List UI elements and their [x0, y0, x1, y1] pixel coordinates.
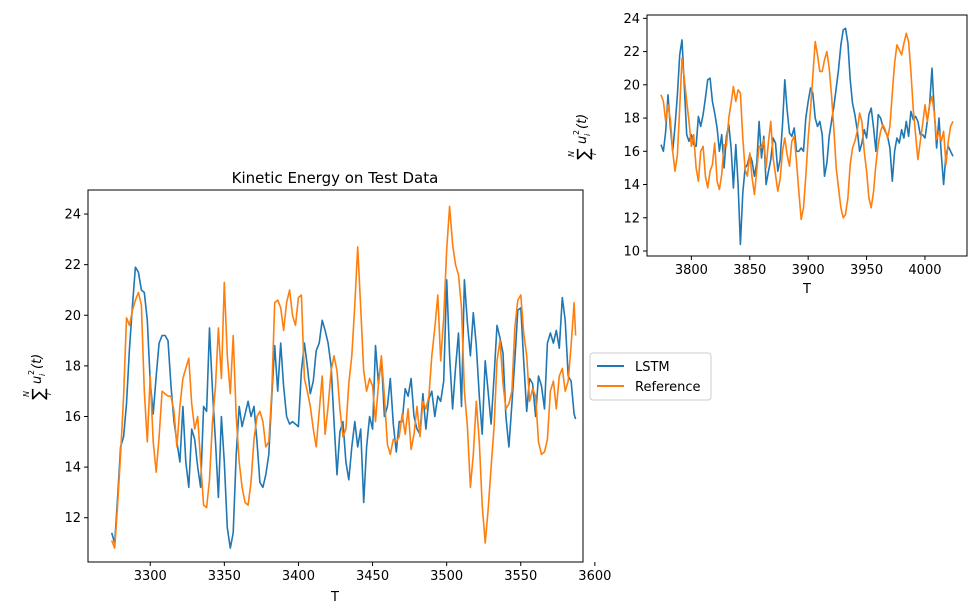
inset-y-tick-label: 12 — [623, 211, 640, 226]
main-y-tick-label: 12 — [64, 511, 81, 526]
inset-x-tick-label: 4000 — [908, 263, 941, 278]
inset-x-tick-label: 3800 — [675, 263, 708, 278]
main-x-tick-label: 3300 — [134, 569, 167, 584]
main-x-tick-label: 3400 — [282, 569, 315, 584]
main-y-tick-label: 20 — [64, 309, 81, 324]
inset-y-label-sum-sign: ∑ — [574, 148, 594, 160]
inset-y-label-sum-top: N — [567, 151, 576, 157]
inset-y-tick-label: 16 — [623, 145, 640, 160]
main-y-label-sum-bottom: i — [44, 392, 53, 395]
legend-frame — [589, 352, 712, 401]
main-y-label-u: u — [30, 376, 45, 384]
main-y-tick-label: 24 — [64, 208, 81, 223]
inset-y-tick-label: 22 — [623, 45, 640, 60]
inset-y-label-sum-bottom: i — [589, 152, 598, 155]
main-chart: Kinetic Energy on Test Data 3300 3350 3400… — [22, 169, 611, 605]
main-y-label-sum-top: N — [22, 391, 31, 397]
inset-series-line-reference — [660, 32, 954, 221]
main-x-tick-label: 3550 — [504, 569, 537, 584]
inset-y-label-arg: (t) — [575, 114, 590, 129]
main-x-tick-label: 3500 — [430, 569, 463, 584]
inset-x-axis-label: T — [802, 282, 811, 297]
inset-series-line-lstm — [660, 27, 954, 246]
main-y-tick-label: 14 — [64, 461, 81, 476]
inset-x-tick-label: 3850 — [733, 263, 766, 278]
inset-plot-frame — [646, 14, 968, 257]
inset-y-label-sub: i — [583, 133, 592, 136]
main-y-tick-label: 18 — [64, 359, 81, 374]
main-plot-area — [88, 190, 583, 562]
inset-y-tick-label: 20 — [623, 78, 640, 93]
inset-y-label-sup: 2 — [572, 130, 581, 135]
inset-y-tick-label: 18 — [623, 112, 640, 127]
main-y-axis-label: N ∑ i u i 2 (t) — [22, 354, 53, 400]
main-x-tick-label: 3450 — [356, 569, 389, 584]
main-series-line-reference — [110, 205, 577, 549]
legend-label-lstm: LSTM — [635, 360, 670, 375]
inset-plot-area — [647, 15, 967, 256]
inset-y-tick-label: 10 — [623, 245, 640, 260]
main-series-line-lstm — [110, 266, 577, 549]
main-x-tick-label: 3350 — [208, 569, 241, 584]
inset-y-axis-label: N ∑ i u i 2 (t) — [567, 114, 598, 160]
inset-y-tick-label: 14 — [623, 178, 640, 193]
main-y-label-sub: i — [38, 373, 47, 376]
main-y-tick-label: 22 — [64, 258, 81, 273]
main-y-tick-label: 16 — [64, 410, 81, 425]
legend-label-reference: Reference — [635, 380, 700, 395]
inset-x-tick-label: 3950 — [850, 263, 883, 278]
main-x-tick-label: 3600 — [578, 569, 611, 584]
inset-x-tick-label: 3900 — [792, 263, 825, 278]
main-chart-title: Kinetic Energy on Test Data — [232, 169, 439, 187]
inset-y-tick-label: 24 — [623, 12, 640, 27]
inset-y-label-u: u — [575, 136, 590, 144]
main-x-axis-label: T — [330, 590, 339, 605]
main-y-label-arg: (t) — [30, 354, 45, 369]
main-y-label-sup: 2 — [27, 370, 36, 375]
main-plot-frame — [87, 189, 584, 563]
main-y-label-sum-sign: ∑ — [29, 388, 49, 400]
legend: LSTM Reference — [589, 352, 712, 401]
